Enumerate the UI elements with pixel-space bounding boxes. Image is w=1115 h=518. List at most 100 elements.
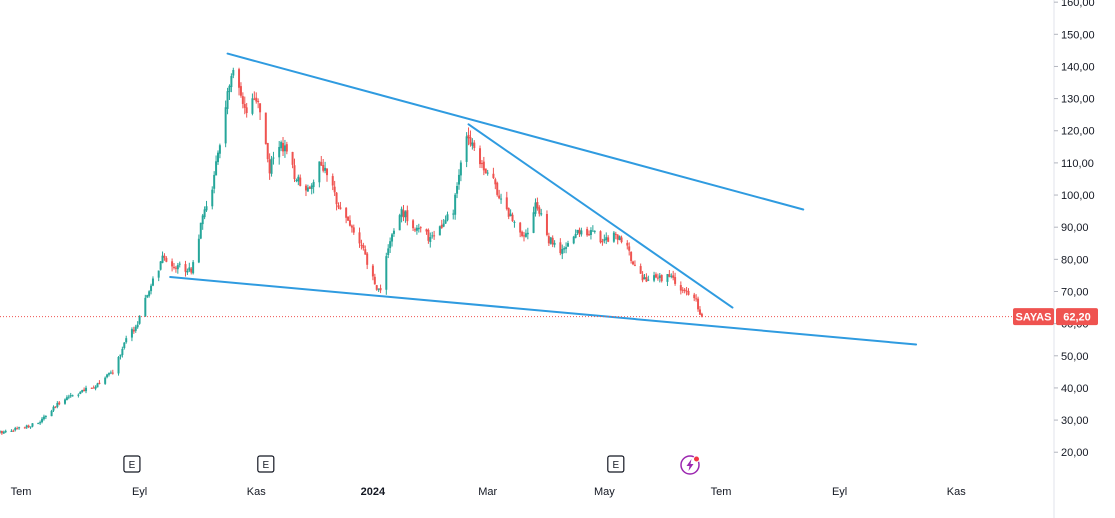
candle-body bbox=[27, 425, 30, 428]
candle-body bbox=[216, 152, 219, 163]
candle bbox=[473, 140, 476, 151]
candle bbox=[268, 153, 271, 180]
candle-body bbox=[163, 255, 166, 258]
candle-body bbox=[295, 179, 298, 181]
dividend-marker[interactable] bbox=[680, 455, 700, 475]
candle bbox=[90, 387, 93, 389]
candle-body bbox=[639, 266, 642, 274]
candle bbox=[601, 238, 604, 246]
candle bbox=[412, 219, 415, 231]
candle bbox=[65, 395, 68, 401]
candle-body bbox=[417, 228, 420, 230]
candle-body bbox=[146, 295, 149, 298]
candle bbox=[674, 272, 677, 286]
candle-body bbox=[660, 274, 663, 282]
candle bbox=[614, 231, 617, 240]
candle-body bbox=[553, 242, 556, 245]
candle bbox=[67, 394, 70, 400]
candle-body bbox=[612, 232, 615, 242]
candle bbox=[670, 273, 673, 279]
earnings-marker[interactable]: E bbox=[123, 455, 141, 473]
candle bbox=[402, 205, 405, 222]
candle bbox=[285, 141, 288, 155]
candle bbox=[628, 242, 631, 256]
candle-body bbox=[98, 382, 101, 384]
trendline[interactable] bbox=[467, 123, 734, 309]
candle bbox=[700, 312, 703, 318]
y-tick-label: 120,00 bbox=[1061, 126, 1095, 138]
candle bbox=[337, 202, 340, 210]
candle-series bbox=[0, 67, 703, 435]
candle bbox=[425, 228, 428, 235]
candle-body bbox=[109, 372, 112, 374]
candle-body bbox=[620, 237, 623, 243]
candle bbox=[467, 127, 470, 146]
candle bbox=[312, 179, 315, 194]
candle bbox=[523, 231, 526, 242]
candle bbox=[561, 244, 564, 260]
y-tick-label: 40,00 bbox=[1061, 383, 1089, 395]
candle-body bbox=[413, 229, 416, 231]
candle-body bbox=[56, 402, 59, 407]
candle bbox=[132, 326, 135, 334]
earnings-marker[interactable]: E bbox=[607, 455, 625, 473]
candle bbox=[96, 382, 99, 388]
candle-body bbox=[538, 207, 541, 214]
candle bbox=[618, 235, 621, 241]
candle bbox=[612, 231, 615, 243]
earnings-label: E bbox=[262, 460, 269, 471]
candle-body bbox=[591, 230, 594, 232]
candle bbox=[335, 191, 338, 211]
candle bbox=[392, 228, 395, 237]
candle-body bbox=[385, 256, 388, 290]
candle bbox=[134, 324, 137, 333]
candle bbox=[150, 283, 153, 295]
candle-body bbox=[297, 176, 300, 182]
candle bbox=[138, 315, 141, 325]
candle bbox=[389, 237, 392, 253]
candle bbox=[54, 406, 57, 409]
candle-body bbox=[111, 372, 114, 374]
trendline[interactable] bbox=[226, 52, 805, 211]
candle bbox=[125, 335, 128, 344]
candle-body bbox=[350, 225, 353, 228]
candle-body bbox=[578, 229, 581, 235]
candle-body bbox=[524, 233, 527, 237]
candle-body bbox=[618, 236, 621, 240]
last-price-badge-bg bbox=[1056, 308, 1098, 326]
candle-body bbox=[69, 395, 72, 397]
y-tick-label: 20,00 bbox=[1061, 447, 1089, 459]
candle-body bbox=[291, 151, 294, 165]
x-tick-label: Tem bbox=[711, 486, 732, 498]
candle-body bbox=[427, 229, 430, 241]
candle bbox=[653, 271, 656, 283]
y-tick-label: 150,00 bbox=[1061, 29, 1095, 41]
candle bbox=[12, 429, 15, 432]
candle-body bbox=[268, 159, 271, 174]
earnings-marker[interactable]: E bbox=[257, 455, 275, 473]
candle-body bbox=[77, 394, 80, 396]
candle-body bbox=[190, 268, 193, 273]
candle-body bbox=[171, 261, 174, 267]
candle-body bbox=[697, 298, 700, 310]
candle bbox=[245, 102, 248, 118]
candle-body bbox=[285, 144, 288, 152]
candle-body bbox=[299, 177, 302, 186]
trendline[interactable] bbox=[169, 276, 918, 346]
candle bbox=[498, 189, 501, 200]
x-tick-label: Eyl bbox=[132, 486, 147, 498]
time-axis[interactable]: Tem Eyl Kas 2024 Mar May Tem Eyl Kas bbox=[11, 486, 967, 498]
candle-body bbox=[213, 174, 216, 189]
candle-body bbox=[358, 232, 361, 244]
candle bbox=[484, 168, 487, 174]
price-axis[interactable]: 20,0030,0040,0050,0060,0070,0080,0090,00… bbox=[1054, 0, 1095, 459]
candle bbox=[293, 158, 296, 183]
x-tick-label: Eyl bbox=[832, 486, 847, 498]
candle bbox=[440, 219, 443, 229]
trendlines[interactable] bbox=[169, 52, 918, 346]
candle-body bbox=[173, 266, 176, 268]
candle-body bbox=[685, 290, 688, 292]
candle-body bbox=[507, 208, 510, 217]
